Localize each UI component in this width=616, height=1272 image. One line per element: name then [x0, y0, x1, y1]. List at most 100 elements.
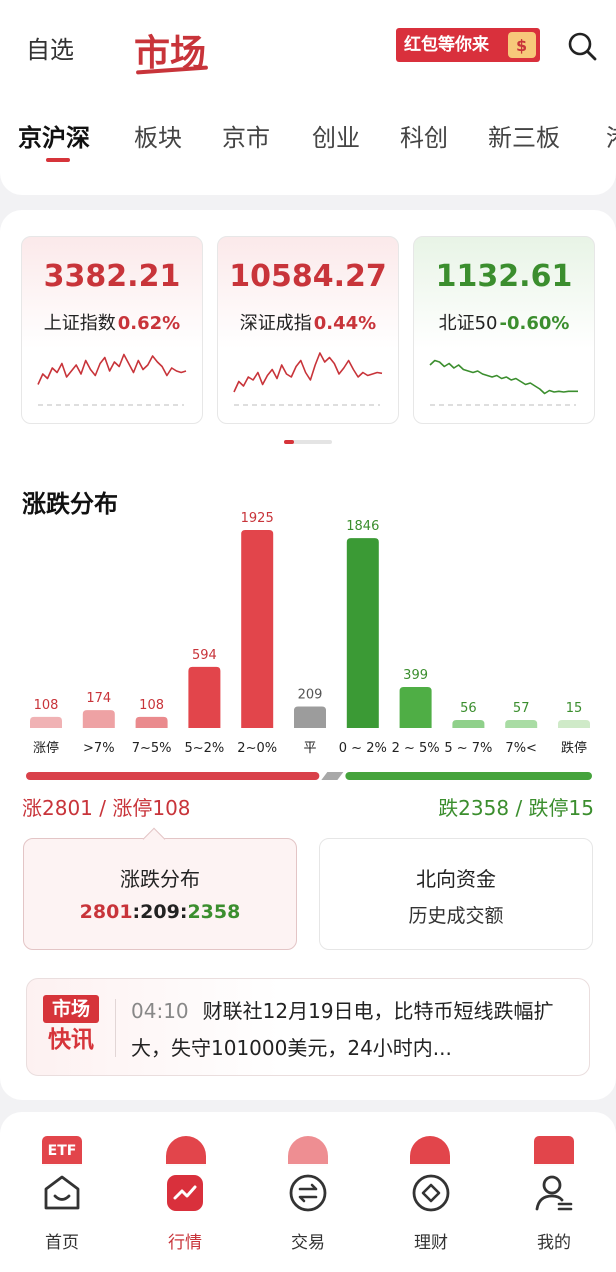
fall-summary: 跌2358 / 跌停15: [438, 796, 594, 820]
news-logo-top: 市场: [43, 995, 99, 1023]
index-value: 3382.21: [43, 259, 181, 294]
bar-category-label: >7%: [83, 741, 115, 756]
bar-value-label: 174: [86, 691, 111, 706]
rise-summary: 涨2801 / 涨停108: [22, 796, 191, 820]
sparkline-chart: [429, 359, 578, 406]
carousel-indicator: [284, 440, 332, 444]
index-name: 北证50: [438, 313, 498, 334]
index-card-bj50[interactable]: 1132.61 北证50 -0.60%: [413, 236, 595, 424]
distribution-bar[interactable]: [346, 538, 379, 728]
tabbar-market[interactable]: 行情: [145, 1172, 225, 1262]
bar-value-label: 594: [192, 648, 217, 663]
tab-sector[interactable]: 板块: [134, 124, 182, 152]
tabbar-trade[interactable]: 交易: [268, 1172, 348, 1262]
ratio-flat: 209: [140, 901, 180, 923]
etf-icon[interactable]: ETF: [42, 1136, 82, 1166]
document-icon[interactable]: [534, 1136, 574, 1166]
northbound-title: 北向资金: [416, 867, 496, 891]
market-tabs: 京沪深 板块 京市 创业 科创 新三板 港: [0, 112, 616, 162]
search-icon[interactable]: [566, 30, 598, 62]
dist-ratio: 2801:209:2358: [24, 901, 296, 923]
section-title: 涨跌分布: [22, 490, 118, 518]
red-envelope-icon: [508, 29, 536, 63]
exchange-icon: [289, 1174, 327, 1212]
distribution-bar[interactable]: [135, 716, 168, 728]
sparkline-chart: [37, 353, 187, 406]
red-envelope-text: 红包等你来: [404, 35, 489, 55]
distribution-bar[interactable]: [241, 530, 274, 728]
distribution-bar[interactable]: [505, 720, 538, 728]
distribution-bar[interactable]: [30, 716, 62, 728]
news-time: 04:10: [131, 999, 189, 1023]
dist-card[interactable]: 涨跌分布 2801:209:2358: [23, 838, 297, 950]
tabbar-label: 交易: [291, 1233, 325, 1253]
index-name: 深证成指: [239, 313, 312, 334]
index-value: 10584.27: [229, 259, 387, 294]
market-news[interactable]: 市场 快讯 04:10 财联社12月19日电，比特币短线跌幅扩大，失守101000…: [26, 978, 590, 1076]
bar-value-label: 209: [298, 688, 323, 703]
bar-value-label: 57: [513, 701, 530, 716]
ratio-fall-segment: [345, 772, 592, 780]
bar-category-label: 0 ~ 2%: [339, 741, 387, 756]
tab-jhs[interactable]: 京沪深: [18, 124, 90, 152]
news-text: 04:10 财联社12月19日电，比特币短线跌幅扩大，失守101000美元，24小…: [131, 993, 575, 1067]
bar-value-label: 399: [403, 668, 428, 683]
index-card-sh[interactable]: 3382.21 上证指数 0.62%: [21, 236, 203, 424]
northbound-card[interactable]: 北向资金 历史成交额: [319, 838, 593, 950]
index-name-line: 上证指数 0.62%: [22, 309, 202, 335]
red-envelope-banner[interactable]: 红包等你来: [396, 28, 540, 63]
ratio-rise-segment: [26, 772, 320, 780]
bar-category-label: 2~0%: [237, 741, 277, 756]
sparkline-path: [429, 359, 578, 395]
bar-category-label: 5 ~ 7%: [444, 741, 492, 756]
fire-icon[interactable]: [166, 1136, 206, 1166]
bar-category-label: 跌停: [561, 740, 587, 756]
tabbar-mine[interactable]: 我的: [514, 1172, 594, 1262]
index-name-line: 北证50 -0.60%: [414, 309, 594, 335]
index-change: 0.62%: [117, 313, 181, 334]
active-tab-indicator: [46, 158, 70, 162]
tab-neeq[interactable]: 新三板: [488, 124, 560, 152]
index-name-line: 深证成指 0.44%: [218, 309, 398, 335]
distribution-bar-chart[interactable]: 108 涨停 174 >7% 108 7~5% 594 5~2% 1925 2~0% 209 平 184…: [0, 500, 616, 760]
distribution-bar[interactable]: [452, 720, 485, 728]
tab-chinext[interactable]: 创业: [312, 124, 360, 152]
tabbar-wealth[interactable]: 理财: [391, 1172, 471, 1262]
distribution-bar[interactable]: [188, 666, 221, 728]
distribution-bar[interactable]: [294, 706, 326, 728]
tab-beijing[interactable]: 京市: [222, 124, 270, 152]
etf-label: ETF: [47, 1143, 77, 1159]
ratio-rise: 2801: [79, 901, 133, 923]
favorites-tab[interactable]: 自选: [26, 36, 74, 64]
tabbar-home[interactable]: 首页: [22, 1172, 102, 1262]
bar-value-label: 108: [139, 698, 164, 713]
index-change: -0.60%: [499, 313, 570, 334]
index-card-sz[interactable]: 10584.27 深证成指 0.44%: [217, 236, 399, 424]
tabbar-label: 首页: [45, 1233, 79, 1253]
news-headline: 财联社12月19日电，比特币短线跌幅扩大，失守101000美元，24小时内...: [131, 999, 554, 1060]
wealth-diamond-icon: [412, 1174, 450, 1212]
ratio-sep: :: [132, 901, 141, 923]
user-icon: [535, 1175, 573, 1211]
ratio-flat-segment: [321, 772, 344, 780]
bar-category-label: 5~2%: [185, 741, 225, 756]
index-name: 上证指数: [43, 313, 116, 334]
index-change: 0.44%: [313, 313, 377, 334]
tab-star[interactable]: 科创: [400, 124, 448, 152]
news-logo: 市场 快讯: [43, 995, 99, 1063]
sparkline-chart: [233, 352, 383, 406]
market-panel: 3382.21 上证指数 0.62% 10584.27 深证成指 0.44% 113…: [0, 210, 616, 1100]
distribution-bar[interactable]: [82, 710, 115, 728]
heart-icon[interactable]: [410, 1136, 450, 1166]
bar-value-label: 15: [566, 701, 583, 716]
news-divider: [115, 999, 116, 1057]
bar-value-label: 1846: [346, 519, 379, 534]
tab-hk[interactable]: 港: [606, 118, 616, 153]
northbound-sub: 历史成交额: [408, 905, 504, 927]
distribution-bar[interactable]: [558, 720, 590, 728]
market-chart-icon: [167, 1175, 203, 1211]
distribution-bar[interactable]: [399, 686, 432, 728]
bar-value-label: 108: [34, 698, 59, 713]
news-logo-bottom: 快讯: [48, 1027, 94, 1053]
radar-icon[interactable]: [288, 1136, 328, 1166]
